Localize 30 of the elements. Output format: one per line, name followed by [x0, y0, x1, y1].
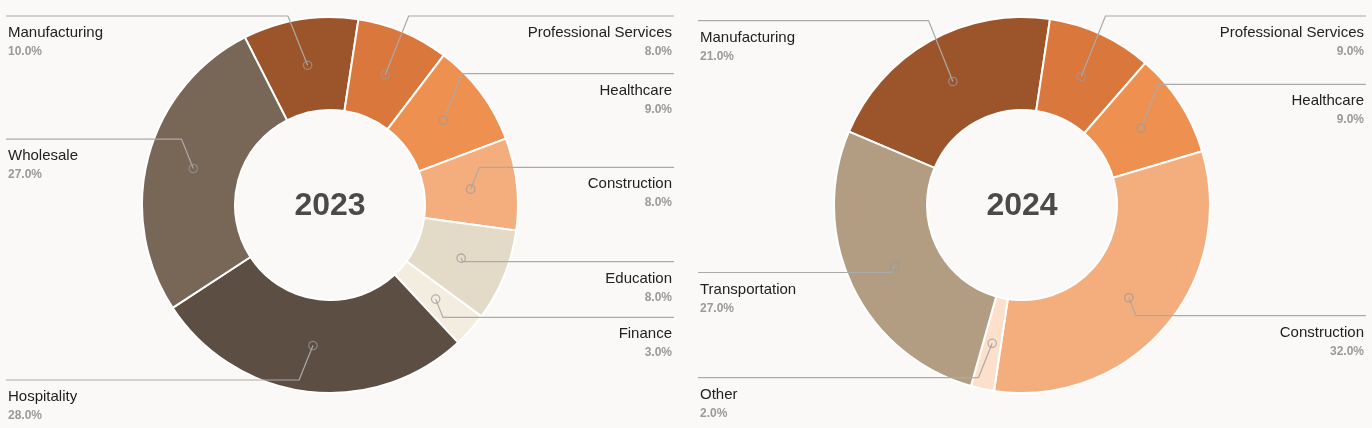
slice-label: Manufacturing: [8, 23, 104, 40]
slice-label: Finance: [618, 324, 672, 342]
data-label: 27.0%: [700, 300, 735, 315]
slice-label: Healthcare: [1291, 91, 1364, 109]
slice-label: Healthcare: [599, 80, 672, 98]
data-label: 9.0%: [644, 101, 673, 116]
data-label: 8.0%: [644, 195, 673, 210]
text: 2024: [986, 186, 1058, 222]
slice-label: Other: [700, 384, 738, 402]
text: 2023: [294, 186, 366, 222]
data-label: 8.0%: [644, 44, 673, 58]
slice-label: Education: [605, 268, 672, 286]
data-label: 21.0%: [700, 48, 735, 63]
slice-label: Transportation: [700, 279, 797, 297]
slice-label: Wholesale: [8, 146, 79, 164]
data-label: 2.0%: [700, 405, 728, 420]
slice-label: Hospitality: [8, 387, 78, 404]
data-label: 8.0%: [644, 289, 673, 304]
data-label: 32.0%: [1329, 343, 1365, 358]
slice-label: Construction: [587, 174, 672, 192]
data-label: 10.0%: [8, 44, 43, 58]
slice-label: Manufacturing: [700, 27, 796, 45]
data-label: 9.0%: [1336, 112, 1365, 127]
slice-label: Construction: [1279, 322, 1364, 340]
data-label: 27.0%: [8, 167, 43, 182]
slice-label: Professional Services: [1219, 23, 1364, 40]
data-label: 3.0%: [644, 345, 673, 360]
data-label: 28.0%: [8, 408, 43, 422]
data-label: 9.0%: [1336, 44, 1365, 58]
slice-label: Professional Services: [527, 23, 672, 40]
